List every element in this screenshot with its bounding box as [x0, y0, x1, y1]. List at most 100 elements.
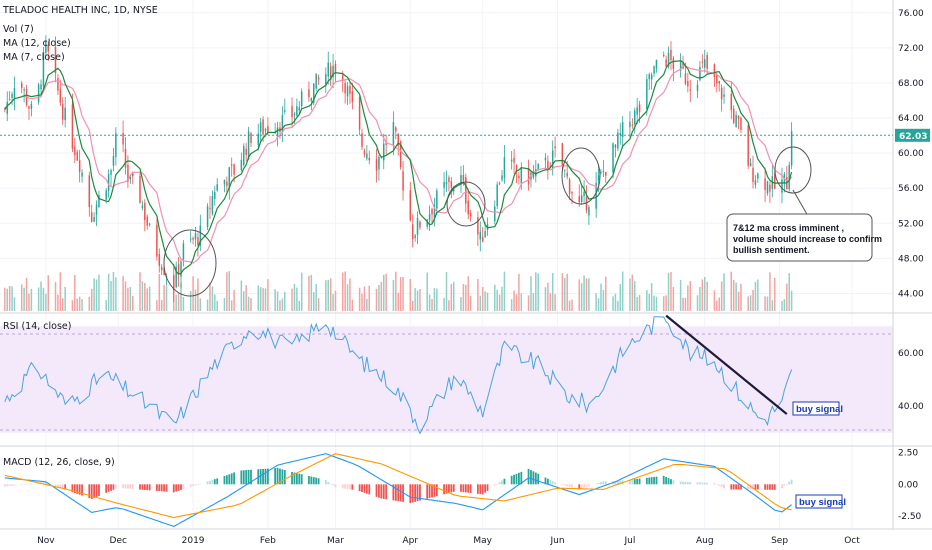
volume-bar — [334, 290, 337, 311]
volume-bar — [110, 281, 112, 311]
volume-bar — [47, 275, 50, 311]
macd-histogram-bar — [484, 484, 487, 493]
legend-vol[interactable]: Vol (7) — [3, 24, 34, 35]
macd-histogram-bar — [655, 476, 658, 485]
candle-body — [93, 217, 95, 222]
ma-12-line — [4, 65, 793, 264]
macd-histogram-bar — [37, 482, 40, 485]
volume-bar — [368, 285, 371, 311]
legend-rsi[interactable]: RSI (14, close) — [3, 321, 71, 332]
macd-histogram-bar — [534, 472, 537, 485]
macd-histogram-bar — [361, 484, 363, 492]
macd-histogram-bar — [428, 484, 431, 499]
macd-histogram-bar — [662, 475, 665, 485]
macd-histogram-bar — [766, 484, 769, 490]
volume-bar — [484, 291, 486, 311]
candle-body — [749, 162, 752, 167]
macd-histogram-bar — [211, 479, 214, 485]
candle-body — [346, 86, 349, 97]
macd-histogram-bar — [124, 484, 127, 489]
candle-body — [197, 237, 199, 246]
macd-histogram-bar — [61, 484, 64, 489]
volume-bar — [156, 300, 158, 311]
macd-histogram-bar — [177, 484, 180, 491]
volume-bar — [262, 288, 264, 311]
volume-bar — [605, 276, 607, 311]
candle-body — [107, 174, 110, 192]
macd-histogram-bar — [551, 481, 554, 485]
candle-body — [703, 59, 706, 68]
candle-body — [580, 195, 583, 202]
volume-bar — [228, 271, 231, 311]
macd-histogram-bar — [148, 484, 151, 491]
time-axis[interactable]: Nov Dec 2019 Feb Mar Apr May Jun Jul Aug Sep Oct — [37, 536, 860, 546]
candle-body — [402, 171, 404, 191]
candle-body — [564, 169, 566, 171]
annotation-line-1: 7&12 ma cross imminent , — [733, 223, 844, 233]
volume-bar — [259, 287, 262, 311]
volume-bar — [392, 279, 395, 311]
volume-bar — [687, 285, 689, 311]
macd-histogram-bar — [223, 476, 226, 485]
chart-title[interactable]: TELADOC HEALTH INC, 1D, NYSE — [2, 5, 158, 16]
candle-body — [597, 175, 600, 181]
volume-bar — [62, 298, 64, 311]
macd-histogram-bar — [158, 484, 161, 492]
candle-body — [670, 49, 672, 61]
volume-bar — [716, 300, 718, 311]
candle-body — [740, 117, 742, 130]
time-tick-label: Nov — [37, 536, 55, 546]
macd-histogram-bar — [518, 472, 520, 485]
macd-histogram-bar — [199, 483, 202, 485]
volume-bar — [30, 288, 33, 311]
macd-histogram-bar — [433, 484, 436, 497]
volume-bar — [23, 287, 25, 311]
volume-bar — [245, 285, 247, 311]
macd-histogram-bar — [197, 484, 199, 485]
macd-histogram-bar — [264, 468, 267, 485]
macd-histogram-bar — [240, 470, 243, 485]
volume-bar — [402, 276, 404, 311]
macd-histogram-bar — [267, 468, 269, 485]
macd-histogram-bar — [54, 484, 57, 486]
macd-histogram-bar — [105, 484, 108, 493]
macd-histogram-bar — [773, 484, 776, 490]
legend-ma12[interactable]: MA (12, close) — [3, 38, 71, 49]
macd-histogram-bar — [771, 484, 774, 490]
time-tick-label: Jul — [623, 536, 635, 546]
legend-ma7[interactable]: MA (7, close) — [3, 52, 65, 63]
macd-histogram-bar — [146, 484, 149, 491]
legend-macd[interactable]: MACD (12, 26, close, 9) — [3, 457, 115, 468]
volume-bar — [276, 291, 279, 311]
volume-bars — [4, 271, 793, 311]
candle-body — [148, 223, 151, 225]
macd-histogram-bar — [790, 479, 793, 485]
macd-histogram-bar — [636, 478, 639, 485]
macd-histogram-bar — [139, 484, 141, 490]
price-axis[interactable]: 76.00 72.00 68.00 64.00 60.00 56.00 52.00 48.00… — [898, 9, 924, 522]
candle-body — [510, 159, 513, 162]
candle-body — [247, 131, 250, 160]
macd-histogram-bar — [64, 484, 67, 490]
macd-histogram-bar — [42, 482, 45, 485]
volume-bar — [4, 287, 6, 311]
volume-bar — [28, 293, 30, 311]
volume-bar — [566, 273, 568, 311]
candle-body — [173, 274, 175, 291]
candle-body — [634, 110, 636, 125]
volume-bar — [78, 296, 81, 311]
candle-body — [98, 195, 100, 208]
candle-body — [262, 119, 264, 135]
volume-bar — [148, 286, 151, 311]
candle-body — [209, 207, 211, 209]
macd-histogram-bar — [88, 484, 91, 499]
macd-histogram-bar — [469, 484, 472, 493]
volume-bar — [95, 279, 98, 311]
candle-body — [583, 191, 585, 197]
annotation-callout: 7&12 ma cross imminent , volume should i… — [726, 213, 882, 262]
macd-histogram-bar — [175, 484, 178, 492]
macd-histogram-bar — [416, 484, 419, 502]
volume-bar — [701, 279, 704, 311]
candle-body — [317, 77, 320, 80]
volume-bar — [284, 291, 286, 311]
